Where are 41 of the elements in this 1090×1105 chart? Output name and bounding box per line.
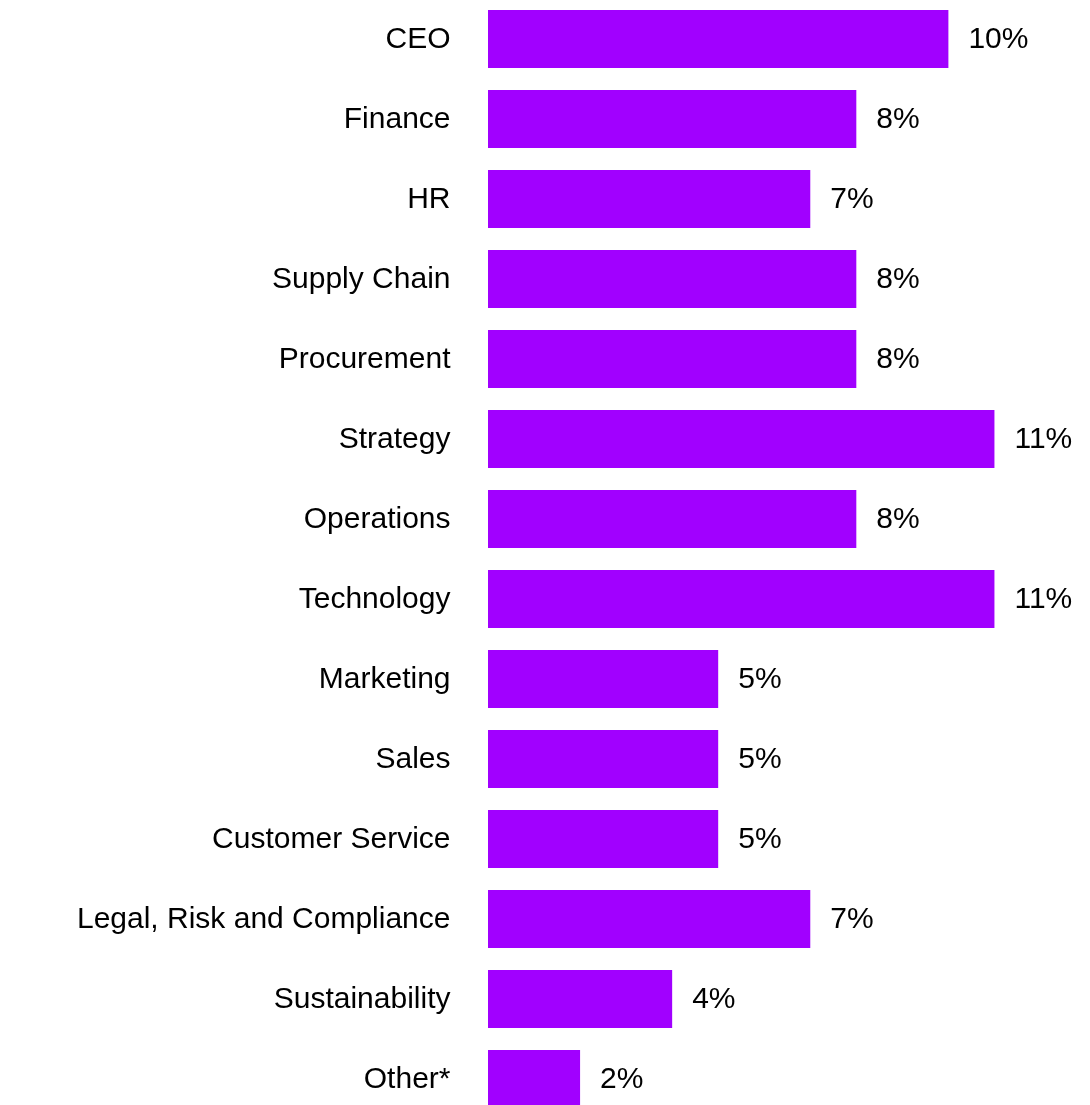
data-label: 8% (876, 501, 920, 534)
data-label: 11% (1014, 581, 1073, 614)
y-tick-label: Sustainability (273, 981, 451, 1014)
bar (488, 490, 857, 548)
y-tick-label: Technology (298, 581, 451, 614)
bar (488, 330, 857, 388)
data-label: 5% (738, 661, 782, 694)
y-tick-label: Strategy (338, 421, 451, 454)
y-tick-label: Procurement (278, 341, 452, 374)
bar (488, 570, 995, 628)
bar (488, 250, 857, 308)
data-label: 7% (830, 901, 874, 934)
y-tick-label: Customer Service (212, 821, 451, 854)
bar (488, 810, 719, 868)
bar (488, 970, 673, 1028)
y-tick-label: Operations (303, 501, 451, 534)
bar (488, 90, 857, 148)
bar (488, 730, 719, 788)
bar (488, 170, 811, 228)
y-tick-label: Sales (375, 741, 451, 774)
y-tick-label: Marketing (318, 661, 451, 694)
data-label: 5% (738, 741, 782, 774)
data-label: 8% (876, 261, 920, 294)
y-tick-label: Finance (343, 101, 451, 134)
data-label: 5% (738, 821, 782, 854)
data-label: 8% (876, 341, 920, 374)
data-label: 11% (1014, 421, 1073, 454)
bar (488, 650, 719, 708)
y-tick-label: HR (407, 181, 451, 214)
bar (488, 10, 949, 68)
data-label: 10% (968, 21, 1029, 54)
data-label: 7% (830, 181, 874, 214)
data-label: 2% (600, 1061, 644, 1094)
y-tick-label: Legal, Risk and Compliance (76, 901, 451, 934)
y-tick-label: Other* (363, 1061, 451, 1094)
data-label: 8% (876, 101, 920, 134)
y-tick-label: CEO (385, 21, 451, 54)
y-tick-label: Supply Chain (272, 261, 451, 294)
data-label: 4% (692, 981, 736, 1014)
bar (488, 410, 995, 468)
bar (488, 890, 811, 948)
